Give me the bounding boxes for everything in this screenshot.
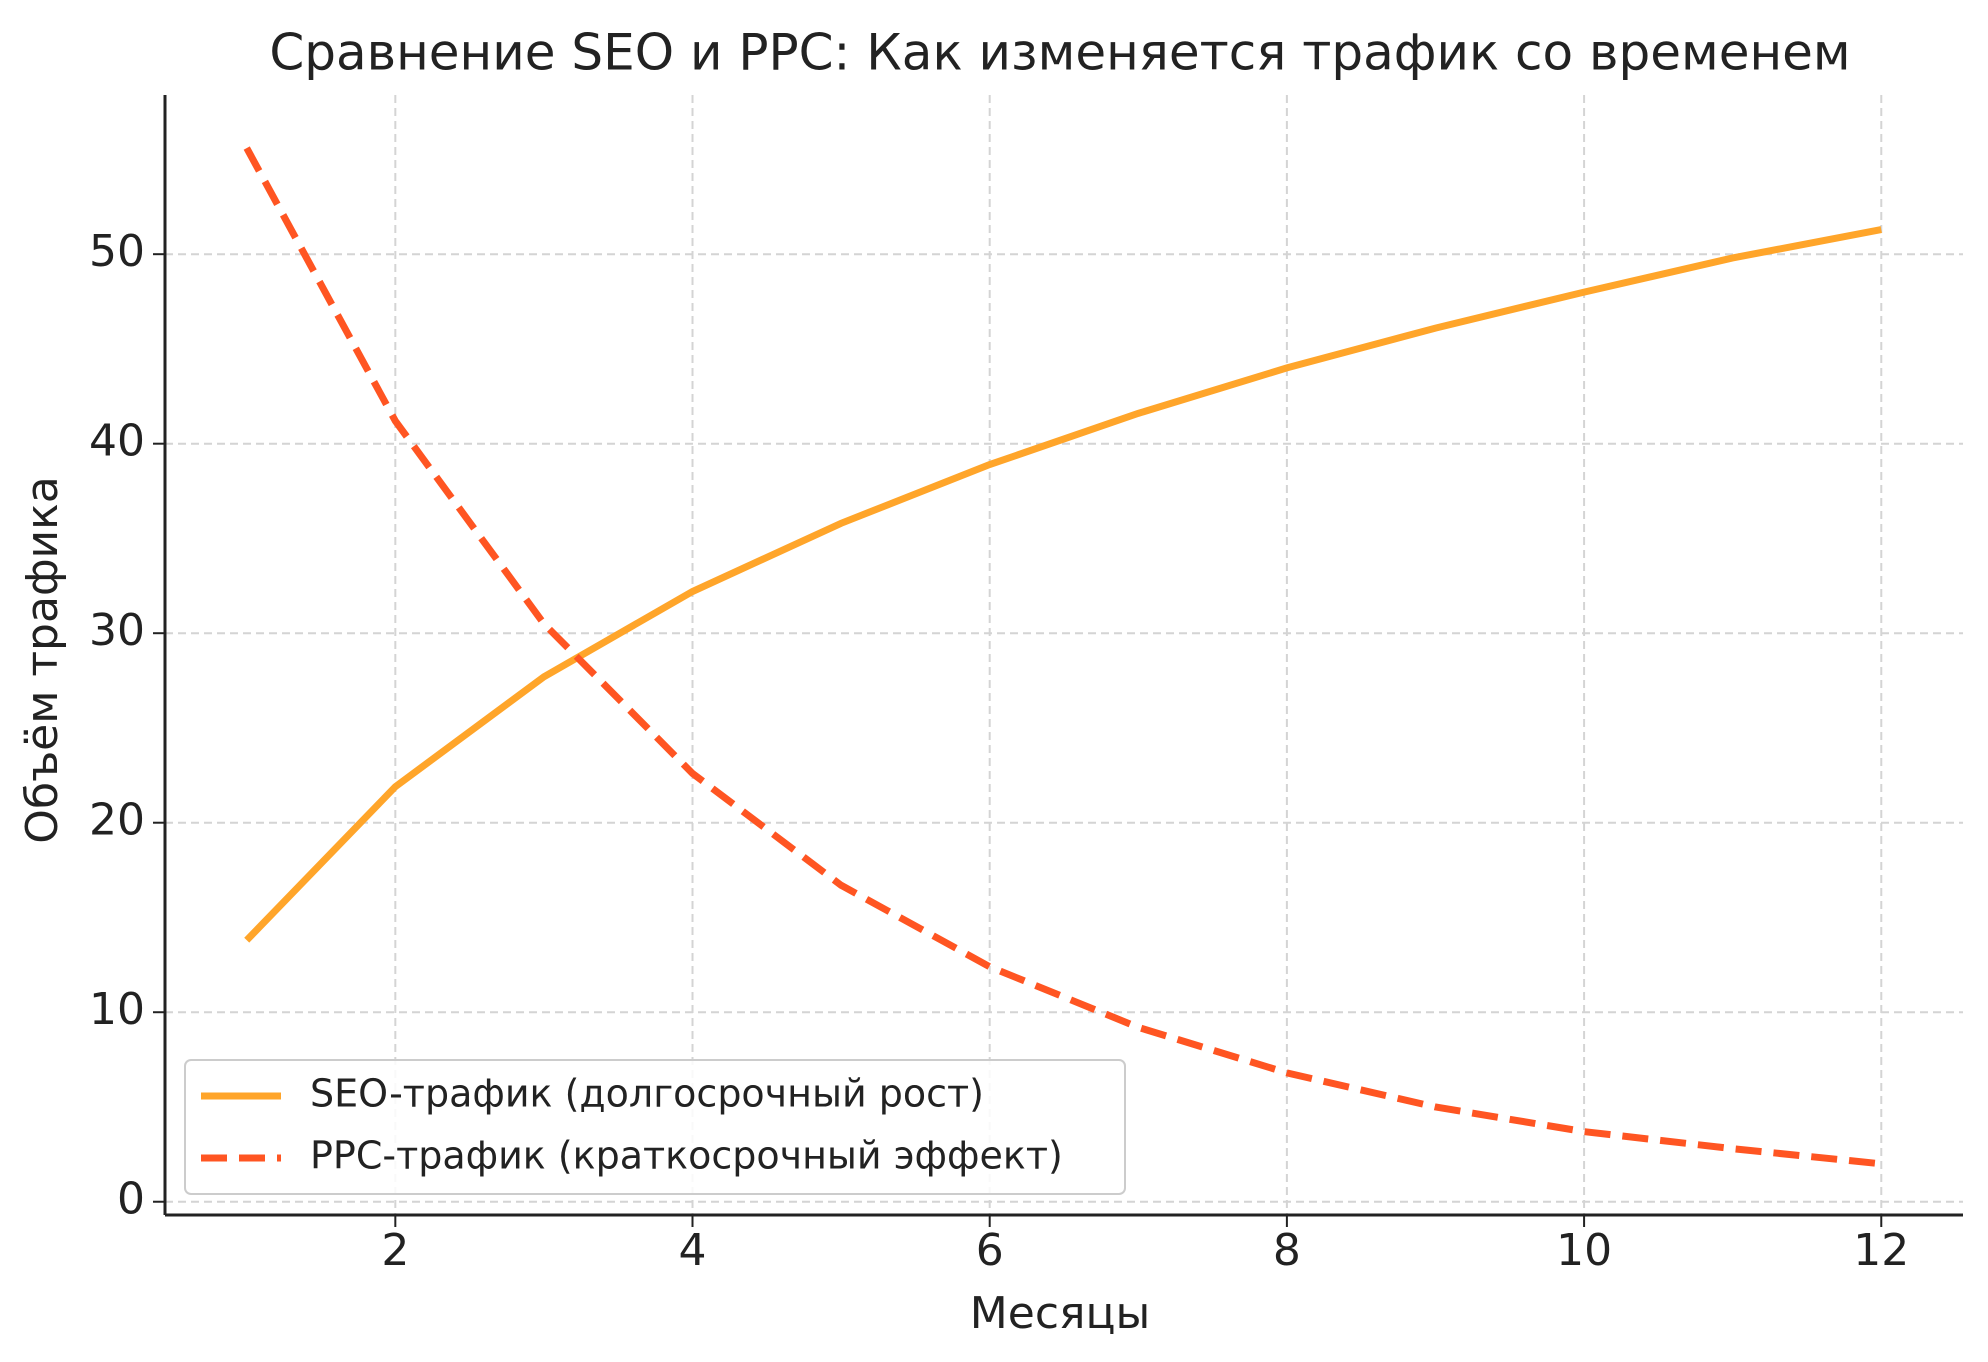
y-tick-label: 10 [89, 984, 145, 1035]
x-tick-label: 6 [976, 1225, 1004, 1276]
y-tick-label: 0 [117, 1174, 145, 1225]
y-tick-label: 20 [89, 795, 145, 846]
x-axis-label: Месяцы [970, 1288, 1150, 1339]
chart-title: Сравнение SEO и PPC: Как изменяется траф… [269, 24, 1850, 82]
legend-label: PPC-трафик (краткосрочный эффект) [310, 1134, 1063, 1178]
x-tick-label: 8 [1273, 1225, 1301, 1276]
y-tick-label: 30 [89, 605, 145, 656]
legend-box [184, 1059, 1126, 1195]
series-line [243, 146, 1882, 1168]
x-tick-label: 10 [1556, 1225, 1612, 1276]
y-tick-label: 40 [89, 416, 145, 467]
y-axis-label: Объём трафика [17, 476, 68, 843]
y-tick-label: 50 [89, 226, 145, 277]
x-tick-label: 12 [1853, 1225, 1909, 1276]
x-tick-label: 4 [679, 1225, 707, 1276]
x-tick-label: 2 [381, 1225, 409, 1276]
legend-label: SEO-трафик (долгосрочный рост) [310, 1072, 984, 1116]
series-line [244, 226, 1882, 943]
